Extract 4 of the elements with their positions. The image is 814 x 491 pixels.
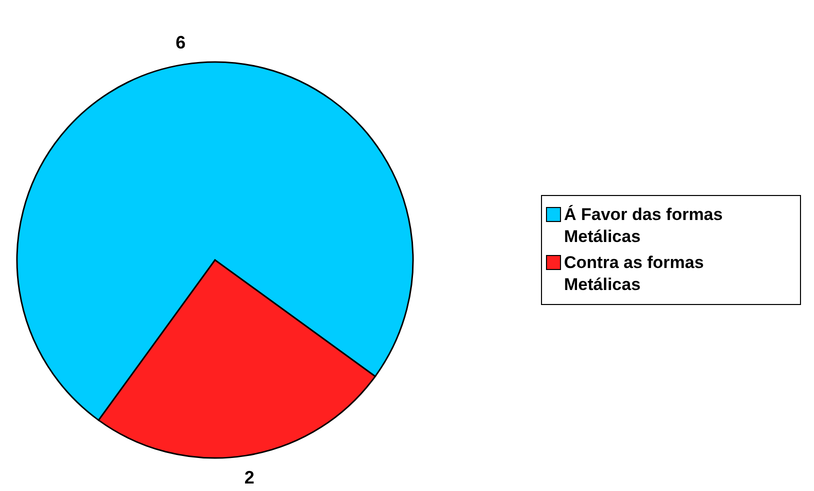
- legend-label: Contra as formas Metálicas: [564, 252, 705, 296]
- data-label: 2: [244, 467, 254, 488]
- data-label: 6: [176, 32, 186, 53]
- legend-label: Á Favor das formas Metálicas: [564, 204, 724, 248]
